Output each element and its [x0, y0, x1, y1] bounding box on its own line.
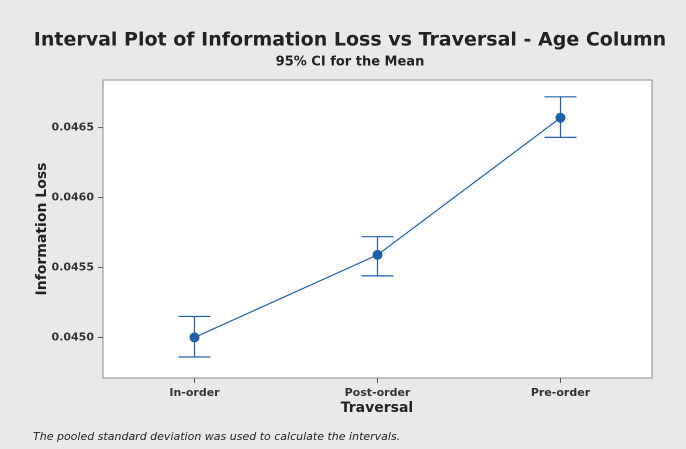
y-axis-label: Information Loss — [34, 163, 50, 296]
x-tick-label: Pre-order — [531, 386, 591, 399]
y-tick-label: 0.0465 — [52, 121, 94, 134]
x-tick-label: Post-order — [345, 386, 411, 399]
chart-title: Interval Plot of Information Loss vs Tra… — [34, 29, 666, 51]
y-tick-label: 0.0455 — [52, 260, 94, 273]
mean-point — [555, 112, 566, 123]
y-tick-label: 0.0460 — [52, 191, 95, 204]
y-tick-label: 0.0450 — [52, 330, 95, 343]
chart-subtitle: 95% CI for the Mean — [276, 55, 425, 70]
x-axis-label: Traversal — [341, 400, 413, 416]
x-tick-label: In-order — [169, 386, 220, 399]
footnote: The pooled standard deviation was used t… — [33, 430, 400, 443]
mean-point — [189, 332, 200, 343]
mean-point — [372, 249, 383, 260]
plot-area — [102, 79, 653, 379]
